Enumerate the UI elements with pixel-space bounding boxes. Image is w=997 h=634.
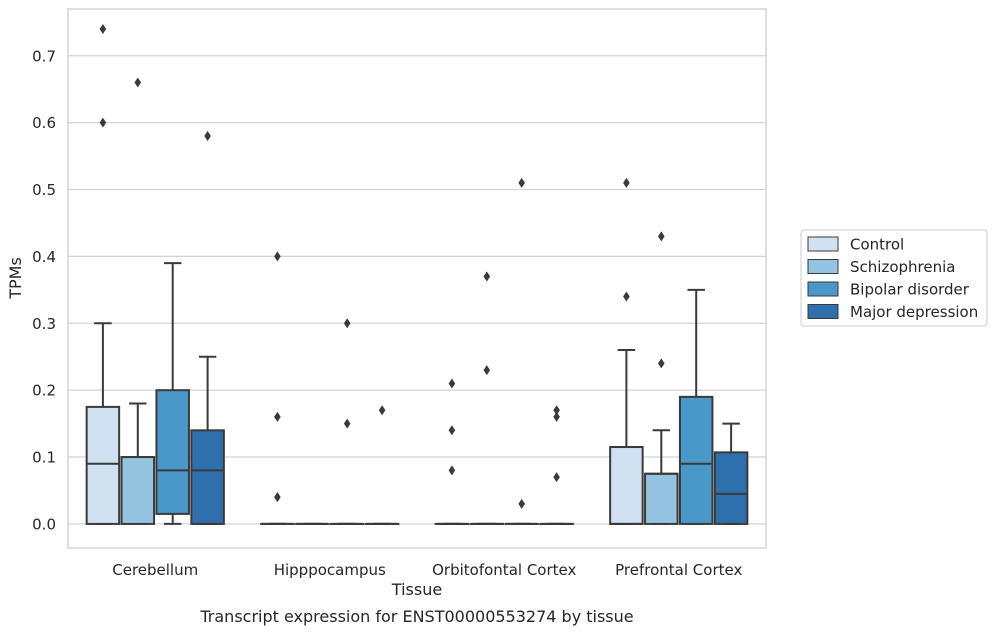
box-bipolar-disorder bbox=[678, 288, 714, 525]
outlier-point bbox=[99, 24, 107, 35]
outlier-point bbox=[204, 131, 211, 142]
box-iqr bbox=[85, 405, 121, 525]
legend-label: Schizophrenia bbox=[850, 258, 955, 276]
legend-swatch bbox=[807, 304, 839, 319]
outlier-point bbox=[483, 365, 491, 376]
box-groups bbox=[85, 24, 749, 525]
outlier-point bbox=[448, 378, 456, 389]
box-control bbox=[85, 24, 121, 525]
y-axis-title: TPMs bbox=[6, 257, 25, 300]
y-tick-label: 0.4 bbox=[32, 248, 56, 266]
box-iqr bbox=[713, 451, 749, 525]
legend-label: Major depression bbox=[850, 303, 978, 321]
box-major-depression bbox=[364, 405, 400, 525]
outlier-point bbox=[623, 291, 630, 302]
box-control bbox=[260, 251, 295, 525]
box-control bbox=[434, 378, 470, 525]
outlier-point bbox=[658, 231, 665, 242]
x-tick-label: Hipppocampus bbox=[274, 561, 386, 579]
outlier-point bbox=[134, 77, 142, 88]
box-iqr bbox=[609, 446, 644, 525]
outlier-point bbox=[518, 177, 525, 188]
box-iqr bbox=[190, 429, 225, 525]
outlier-point bbox=[99, 117, 107, 128]
box-major-depression bbox=[713, 422, 749, 525]
y-tick-label: 0.0 bbox=[32, 515, 56, 533]
box-iqr bbox=[678, 395, 714, 525]
outlier-point bbox=[274, 251, 281, 262]
x-tick-label: Cerebellum bbox=[112, 561, 198, 579]
box-iqr bbox=[644, 472, 679, 525]
legend-frame bbox=[800, 229, 988, 327]
y-tick-label: 0.5 bbox=[32, 181, 56, 199]
outlier-point bbox=[553, 405, 560, 416]
outlier-point bbox=[483, 271, 491, 282]
box-bipolar-disorder bbox=[504, 177, 539, 525]
x-axis-title: Tissue bbox=[391, 580, 442, 599]
legend-swatch bbox=[807, 259, 839, 274]
box-schizophrenia bbox=[120, 77, 156, 525]
outlier-point bbox=[553, 411, 560, 422]
outlier-point bbox=[553, 472, 560, 483]
y-tick-label: 0.1 bbox=[32, 449, 56, 467]
x-tick-label: Orbitofontal Cortex bbox=[432, 561, 576, 579]
outlier-point bbox=[623, 177, 630, 188]
box-bipolar-disorder bbox=[329, 318, 365, 525]
legend-label: Bipolar disorder bbox=[850, 281, 970, 299]
box-bipolar-disorder bbox=[155, 262, 190, 525]
outlier-point bbox=[658, 358, 665, 369]
plot-frame bbox=[67, 8, 767, 549]
y-tick-label: 0.7 bbox=[32, 47, 56, 65]
outlier-point bbox=[448, 465, 456, 476]
outlier-point bbox=[343, 418, 351, 429]
chart-title: Transcript expression for ENST0000055327… bbox=[199, 607, 633, 626]
legend-label: Control bbox=[850, 236, 904, 254]
box-iqr bbox=[155, 389, 190, 515]
legend-swatch bbox=[807, 281, 839, 297]
y-tick-label: 0.3 bbox=[32, 315, 56, 333]
legend-swatch bbox=[807, 236, 839, 252]
outlier-point bbox=[343, 318, 351, 329]
x-tick-labels: Cerebellum Hipppocampus Orbitofontal Corte… bbox=[112, 561, 742, 579]
x-tick-label: Prefrontal Cortex bbox=[615, 561, 742, 579]
legend: Control Schizophrenia Bipolar disorder Majo… bbox=[800, 229, 988, 327]
outlier-point bbox=[274, 411, 281, 422]
outlier-point bbox=[448, 425, 456, 436]
box-schizophrenia bbox=[644, 231, 679, 525]
outlier-point bbox=[274, 492, 281, 503]
box-iqr bbox=[120, 456, 156, 525]
box-major-depression bbox=[539, 405, 574, 525]
outlier-point bbox=[518, 498, 525, 509]
box-schizophrenia bbox=[469, 271, 505, 525]
box-major-depression bbox=[190, 131, 225, 525]
box-control bbox=[609, 177, 644, 525]
y-tick-label: 0.6 bbox=[32, 114, 56, 132]
y-tick-label: 0.2 bbox=[32, 382, 56, 400]
y-tick-labels: 0.0 0.1 0.2 0.3 0.4 0.5 0.6 0.7 bbox=[32, 47, 56, 533]
outlier-point bbox=[378, 405, 386, 416]
